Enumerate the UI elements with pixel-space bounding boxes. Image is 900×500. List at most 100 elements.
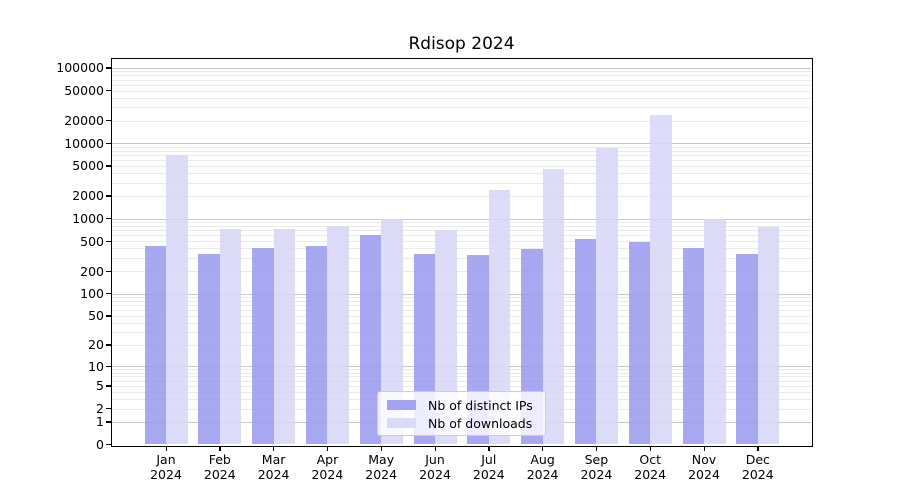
x-tick-label: Sep 2024 [580, 451, 613, 483]
bar-distinct-ips-jan [144, 245, 166, 445]
minor-gridline [112, 146, 811, 148]
minor-gridline [112, 380, 811, 382]
x-tick-label: Jun 2024 [419, 451, 451, 483]
minor-gridline [112, 154, 811, 156]
legend-swatch-downloads [387, 418, 416, 428]
x-tick-mark [326, 446, 329, 451]
x-tick-label: Oct 2024 [634, 451, 667, 483]
bar-downloads-jan [166, 155, 188, 445]
y-tick-label: 1 [96, 414, 104, 430]
bar-downloads-jul [488, 189, 511, 445]
y-tick-label: 20000 [64, 113, 104, 129]
y-tick-mark [106, 385, 112, 387]
y-tick-label: 500 [80, 233, 104, 249]
y-tick-label: 2 [96, 401, 104, 417]
minor-gridline [112, 225, 811, 227]
minor-gridline [112, 385, 811, 387]
bar-downloads-oct [650, 115, 672, 445]
minor-gridline [112, 235, 811, 237]
legend: Nb of distinct IPs Nb of downloads [377, 391, 546, 436]
y-tick-label: 20 [88, 337, 104, 353]
y-tick-mark [106, 421, 112, 423]
minor-gridline [112, 305, 811, 307]
x-tick-label: Mar 2024 [257, 451, 290, 483]
major-gridline [112, 366, 811, 368]
y-tick-mark [106, 270, 112, 272]
minor-gridline [112, 97, 811, 99]
bar-distinct-ips-sep [574, 238, 597, 445]
bar-downloads-nov [704, 218, 726, 445]
bar-distinct-ips-feb [198, 253, 220, 445]
y-tick-label: 10000 [64, 135, 104, 151]
minor-gridline [112, 107, 811, 109]
y-tick-label: 50 [88, 308, 104, 324]
minor-gridline [112, 165, 811, 167]
x-tick-mark [542, 446, 544, 451]
minor-gridline [112, 296, 811, 298]
x-tick-mark [380, 446, 382, 451]
x-tick-mark [273, 446, 275, 451]
x-tick-label: Dec 2024 [741, 451, 774, 483]
y-tick-mark [106, 165, 112, 167]
bar-distinct-ips-oct [628, 241, 651, 445]
minor-gridline [112, 376, 811, 378]
y-tick-mark [106, 365, 112, 367]
y-tick-mark [106, 218, 112, 220]
minor-gridline [112, 75, 811, 77]
x-tick-mark [434, 446, 436, 451]
x-tick-label: May 2024 [365, 451, 398, 483]
y-tick-mark [106, 315, 112, 317]
y-tick-mark [106, 344, 112, 346]
x-tick-mark [595, 446, 598, 451]
major-gridline [112, 218, 811, 220]
minor-gridline [112, 120, 811, 122]
bar-distinct-ips-nov [682, 247, 704, 445]
major-gridline [112, 143, 811, 145]
minor-gridline [112, 271, 811, 273]
legend-swatch-distinct-ips [387, 400, 416, 410]
minor-gridline [112, 150, 811, 152]
x-tick-mark [165, 446, 167, 451]
chart-title: Rdisop 2024 [408, 34, 515, 54]
minor-gridline [112, 310, 811, 312]
x-tick-label: Apr 2024 [311, 451, 344, 483]
bar-distinct-ips-may [359, 235, 382, 445]
minor-gridline [112, 372, 811, 374]
y-tick-mark [106, 67, 112, 69]
minor-gridline [112, 315, 811, 317]
minor-gridline [112, 323, 811, 325]
x-tick-mark [757, 446, 759, 451]
minor-gridline [112, 248, 811, 250]
y-tick-label: 2000 [72, 188, 104, 204]
x-tick-mark [488, 446, 490, 451]
bar-distinct-ips-mar [252, 248, 274, 445]
y-tick-label: 100000 [56, 60, 104, 76]
x-tick-mark [703, 446, 705, 451]
y-tick-label: 50000 [64, 83, 104, 99]
y-tick-label: 5000 [72, 158, 104, 174]
bar-downloads-aug [542, 169, 565, 445]
bar-downloads-dec [757, 226, 780, 445]
y-tick-label: 10 [88, 358, 104, 374]
x-tick-label: Aug 2024 [526, 451, 559, 483]
minor-gridline [112, 159, 811, 161]
y-tick-label: 200 [80, 263, 104, 279]
minor-gridline [112, 173, 811, 175]
minor-gridline [112, 71, 811, 73]
x-tick-mark [219, 446, 221, 451]
y-tick-mark [106, 90, 112, 92]
legend-entry-distinct-ips: Nb of distinct IPs [387, 397, 537, 413]
y-tick-mark [106, 240, 112, 242]
x-tick-label: Jan 2024 [150, 451, 182, 483]
y-tick-mark [106, 408, 112, 410]
y-tick-label: 0 [96, 437, 104, 452]
x-tick-label: Nov 2024 [688, 451, 720, 483]
y-tick-mark [106, 120, 112, 122]
minor-gridline [112, 230, 811, 232]
minor-gridline [112, 241, 811, 243]
y-tick-label: 1000 [72, 211, 104, 227]
bar-distinct-ips-dec [736, 254, 758, 445]
legend-entry-downloads: Nb of downloads [387, 415, 537, 431]
bar-downloads-mar [273, 229, 296, 445]
minor-gridline [112, 257, 811, 259]
